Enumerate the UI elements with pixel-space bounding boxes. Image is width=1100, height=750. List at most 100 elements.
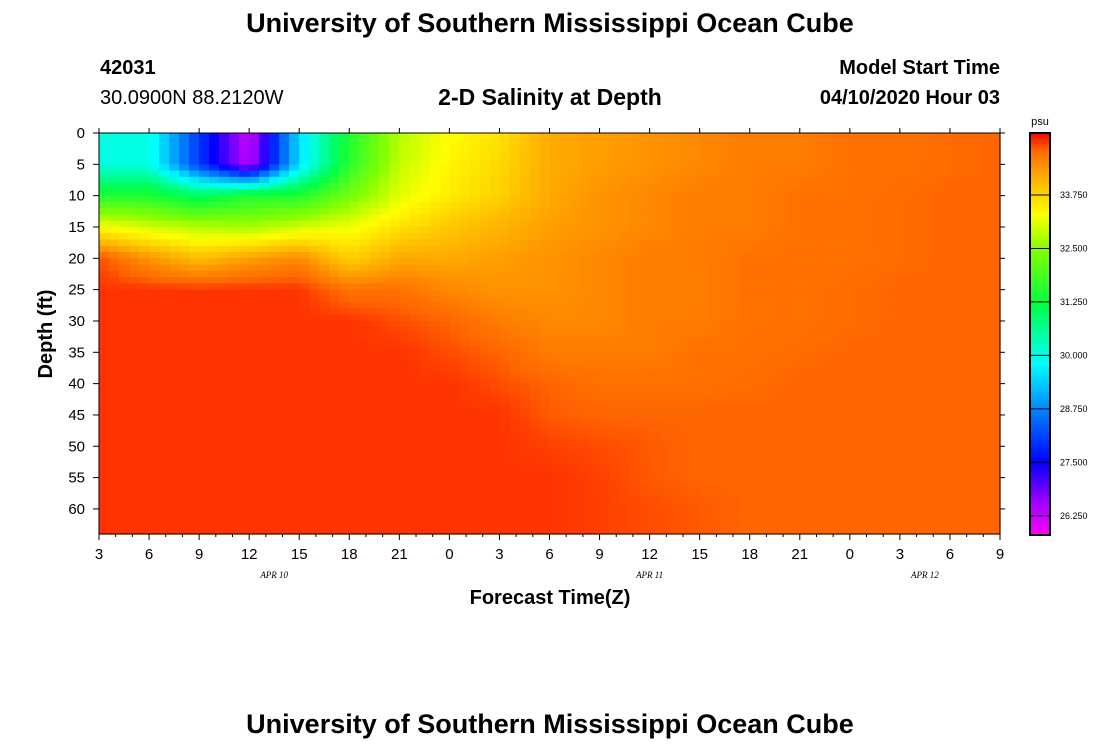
heatmap-cell xyxy=(779,277,791,284)
heatmap-cell xyxy=(649,220,661,228)
heatmap-cell xyxy=(309,383,320,391)
heatmap-cell xyxy=(339,427,350,435)
heatmap-cell xyxy=(979,314,991,322)
heatmap-cell xyxy=(429,308,440,316)
heatmap-cell xyxy=(139,258,150,266)
heatmap-cell xyxy=(839,289,851,297)
heatmap-cell xyxy=(619,176,631,184)
heatmap-cell xyxy=(859,339,871,347)
heatmap-cell xyxy=(299,195,310,203)
heatmap-cell xyxy=(149,383,160,391)
heatmap-cell xyxy=(949,346,961,353)
heatmap-cell xyxy=(709,421,721,429)
heatmap-cell xyxy=(279,339,290,347)
heatmap-cell xyxy=(939,270,951,278)
heatmap-cell xyxy=(489,158,501,165)
heatmap-cell xyxy=(619,145,631,153)
heatmap-cell xyxy=(939,421,951,429)
heatmap-cell xyxy=(279,252,290,259)
heatmap-cell xyxy=(709,170,721,178)
heatmap-cell xyxy=(939,195,951,203)
heatmap-cell xyxy=(929,320,941,328)
heatmap-cell xyxy=(389,283,400,291)
heatmap-cell xyxy=(649,352,661,360)
heatmap-cell xyxy=(479,264,491,272)
heatmap-cell xyxy=(719,427,731,435)
heatmap-cell xyxy=(279,139,290,147)
heatmap-cell xyxy=(489,358,501,366)
heatmap-cell xyxy=(209,314,220,322)
heatmap-cell xyxy=(199,346,210,353)
heatmap-cell xyxy=(539,402,551,410)
heatmap-cell xyxy=(649,371,661,378)
heatmap-cell xyxy=(369,314,380,322)
heatmap-cell xyxy=(549,446,561,454)
heatmap-cell xyxy=(359,214,370,222)
heatmap-cell xyxy=(329,183,340,190)
heatmap-cell xyxy=(809,214,821,222)
heatmap-cell xyxy=(239,170,250,178)
heatmap-cell xyxy=(729,133,741,140)
heatmap-cell xyxy=(289,364,300,372)
heatmap-cell xyxy=(619,220,631,228)
heatmap-cell xyxy=(369,233,380,241)
heatmap-cell xyxy=(849,320,861,328)
heatmap-cell xyxy=(139,446,150,454)
heatmap-cell xyxy=(519,327,531,335)
heatmap-cell xyxy=(459,258,471,266)
heatmap-cell xyxy=(369,214,380,222)
heatmap-cell xyxy=(139,183,150,190)
heatmap-cell xyxy=(589,145,601,153)
heatmap-cell xyxy=(859,289,871,297)
heatmap-cell xyxy=(189,164,200,172)
heatmap-cell xyxy=(749,145,761,153)
heatmap-cell xyxy=(449,414,460,422)
heatmap-cell xyxy=(409,195,420,203)
heatmap-cell xyxy=(889,145,901,153)
heatmap-cell xyxy=(889,189,901,197)
heatmap-cell xyxy=(529,158,541,165)
heatmap-cell xyxy=(439,402,450,410)
heatmap-cell xyxy=(309,164,320,172)
heatmap-cell xyxy=(299,233,310,241)
heatmap-cell xyxy=(169,158,180,165)
heatmap-cell xyxy=(859,314,871,322)
heatmap-cell xyxy=(839,176,851,184)
heatmap-cell xyxy=(299,239,310,247)
heatmap-cell xyxy=(499,364,511,372)
heatmap-cell xyxy=(739,214,751,222)
heatmap-cell xyxy=(319,327,330,335)
heatmap-cell xyxy=(949,414,961,422)
heatmap-cell xyxy=(659,465,671,472)
heatmap-cell xyxy=(219,427,230,435)
heatmap-cell xyxy=(479,252,491,259)
heatmap-cell xyxy=(359,176,370,184)
heatmap-cell xyxy=(199,471,210,479)
heatmap-cell xyxy=(339,151,350,159)
heatmap-cell xyxy=(689,201,701,209)
heatmap-cell xyxy=(299,433,310,441)
heatmap-cell xyxy=(359,145,370,153)
heatmap-cell xyxy=(649,320,661,328)
heatmap-cell xyxy=(109,252,120,259)
heatmap-cell xyxy=(669,233,681,241)
heatmap-cell xyxy=(159,414,170,422)
heatmap-cell xyxy=(659,383,671,391)
heatmap-cell xyxy=(239,471,250,479)
heatmap-cell xyxy=(159,264,170,272)
heatmap-cell xyxy=(749,440,761,447)
heatmap-cell xyxy=(329,302,340,310)
heatmap-cell xyxy=(879,433,891,441)
heatmap-cell xyxy=(349,396,360,404)
heatmap-cell xyxy=(889,283,901,291)
heatmap-cell xyxy=(369,264,380,272)
heatmap-cell xyxy=(99,458,110,466)
heatmap-cell xyxy=(439,145,450,153)
heatmap-cell xyxy=(119,308,130,316)
heatmap-cell xyxy=(419,371,430,378)
heatmap-cell xyxy=(159,226,170,234)
heatmap-cell xyxy=(579,358,591,366)
heatmap-cell xyxy=(319,214,330,222)
heatmap-cell xyxy=(579,214,591,222)
heatmap-cell xyxy=(949,239,961,247)
